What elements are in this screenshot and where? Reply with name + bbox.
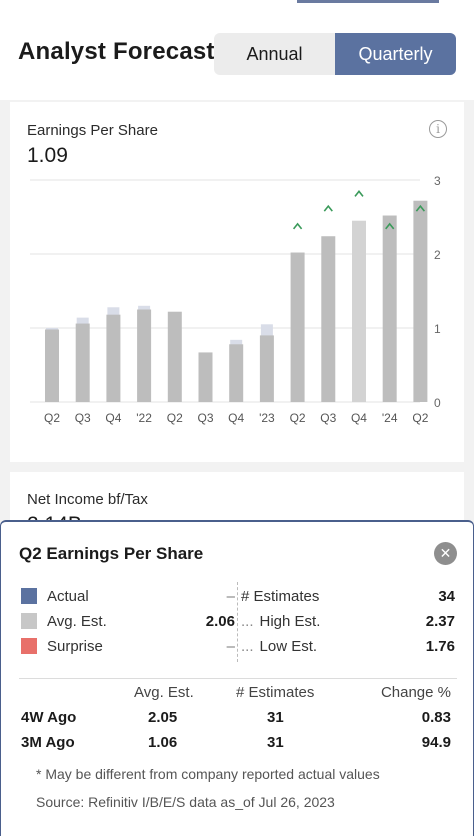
estimate-swatch [21,613,37,629]
eps-chart[interactable]: 0 1 2 3 Q2 Q3 Q4 '22 Q2 Q3 Q4 '23 Q2 Q3 Q4 '24 Q2 [10,162,464,442]
header-area: Analyst Forecast Annual Quarterly [0,0,474,100]
x-tick-label: Q2 [412,411,428,425]
row-label: 4W Ago [21,709,77,726]
row-label: 3M Ago [21,734,75,751]
eps-bar [45,329,59,402]
x-tick-label: '23 [259,411,275,425]
beat-marker [385,222,395,230]
x-tick-label: Q2 [167,411,183,425]
x-tick-label: Q4 [228,411,244,425]
eps-bar [321,236,336,402]
detail-sheet: Q2 Earnings Per Share ✕ Actual – Avg. Es… [0,520,474,836]
legend-actual: Actual – [21,586,235,606]
y-tick-label: 3 [434,174,441,188]
eps-bar [413,200,428,402]
y-tick-label: 0 [434,396,441,410]
eps-bar [137,309,152,402]
eps-bar [259,335,274,402]
net-income-label: Net Income bf/Tax [27,491,148,508]
y-tick-label: 2 [434,248,441,262]
x-tick-label: Q4 [105,411,121,425]
eps-label: Earnings Per Share [27,122,158,139]
eps-bar [167,311,182,402]
beat-marker [354,190,364,197]
row-avg: 2.05 [148,709,178,726]
eps-bar [229,344,244,402]
row-avg: 1.06 [148,734,178,751]
detail-title: Q2 Earnings Per Share [19,544,204,563]
legend-label: Surprise [47,637,103,655]
col-header-change: Change % [380,684,451,701]
period-toggle: Annual Quarterly [214,33,456,75]
estimate-value: 2.37 [425,612,455,630]
eps-bar [382,215,397,402]
beat-marker [415,204,426,212]
legend-value: 2.06 [205,612,235,630]
row-change: 94.9 [421,734,451,751]
close-icon[interactable]: ✕ [434,542,457,565]
info-icon[interactable]: i [429,120,447,138]
estimate-count-row: # Estimates 34 [241,586,455,606]
estimate-label: Low Est. [259,637,318,655]
scroll-indicator [297,0,439,3]
surprise-swatch [21,638,37,654]
legend-label: Avg. Est. [47,612,107,630]
dots-connector: ... [241,612,254,630]
legend-label: Actual [47,587,89,605]
estimate-value: 1.76 [425,637,455,655]
eps-bar [290,252,305,402]
y-tick-label: 1 [434,322,441,336]
beat-marker [292,222,303,230]
x-tick-label: '22 [136,411,152,425]
x-tick-label: Q2 [290,411,306,425]
footnote: * May be different from company reported… [36,766,380,782]
page-title: Analyst Forecast [18,38,215,65]
tab-quarterly[interactable]: Quarterly [335,33,456,75]
net-income-value: 2.14B [27,513,82,521]
eps-card[interactable]: Earnings Per Share 1.09 i 0 1 2 3 Q2 Q3 Q4 '22 Q… [10,102,464,462]
source-note: Source: Refinitiv I/B/E/S data as_of Jul… [36,794,335,810]
x-tick-label: Q3 [320,411,336,425]
col-header-avg: Avg. Est. [134,684,194,701]
table-divider [19,678,457,679]
high-estimate-row: ... High Est. 2.37 [241,611,455,631]
tab-annual[interactable]: Annual [246,43,303,64]
row-change: 0.83 [421,709,451,726]
row-count: 31 [267,734,284,751]
eps-bar [351,220,366,402]
x-tick-label: Q4 [351,411,367,425]
estimate-value: 34 [438,587,455,605]
actual-swatch [21,588,37,604]
eps-value: 1.09 [27,144,68,167]
x-tick-label: Q2 [44,411,60,425]
x-tick-label: '24 [382,411,398,425]
eps-bar [198,352,213,402]
col-header-count: # Estimates [236,684,315,701]
beat-marker [323,204,333,212]
legend-value: – [226,587,235,605]
eps-bar [75,323,90,402]
legend-value: – [226,637,235,655]
row-count: 31 [267,709,284,726]
x-tick-label: Q3 [75,411,91,425]
divider [237,582,238,662]
x-tick-label: Q3 [197,411,213,425]
dots-connector: ... [241,637,254,655]
low-estimate-row: ... Low Est. 1.76 [241,636,455,656]
legend-surprise: Surprise – [21,636,235,656]
estimate-label: # Estimates [241,587,320,605]
eps-bar [106,314,121,402]
estimate-label: High Est. [259,612,321,630]
legend-avg-est: Avg. Est. 2.06 [21,611,235,631]
